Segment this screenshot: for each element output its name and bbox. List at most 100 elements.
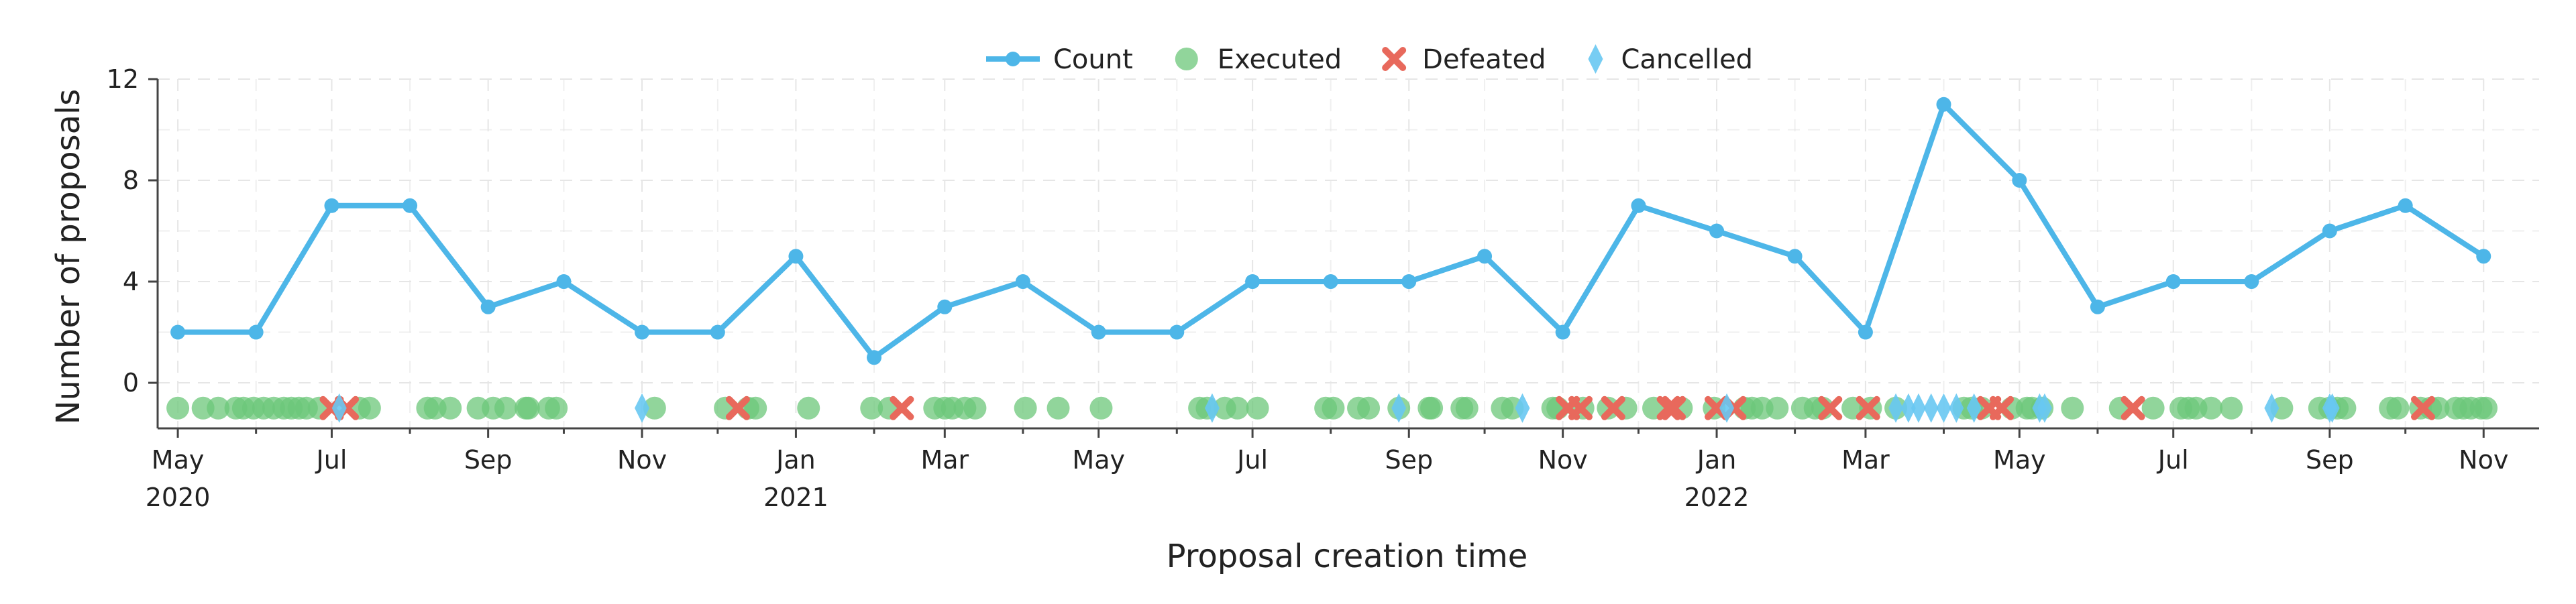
count-point [937,299,953,314]
defeated-marker [1989,396,2014,420]
y-tick-label: 8 [123,166,139,195]
x-tick-label: Jan [1696,445,1737,475]
executed-marker [860,396,883,420]
x-tick-label: Nov [617,445,667,475]
cancelled-marker [2037,393,2052,423]
count-point [1015,274,1030,290]
defeated-marker-stroke [2411,396,2436,420]
defeated-marker [2411,396,2436,420]
cancelled-marker [1391,393,1407,423]
count-point [867,350,882,365]
defeated-marker-stroke [890,396,914,420]
legend-label: Defeated [1422,44,1546,75]
legend-swatch-defeated [1382,47,1407,71]
x-tick-label: Jul [315,445,347,475]
count-point [2165,274,2181,290]
x-tick-label: Jul [2157,445,2189,475]
x-tick-label: May [1072,445,1125,475]
x-tick-label: Nov [1538,445,1588,475]
executed-marker [2200,396,2223,420]
count-point [1323,274,1338,290]
y-tick-label: 12 [107,64,139,94]
executed-marker [517,396,540,420]
executed-marker [2141,396,2165,420]
count-point [1709,223,1725,239]
x-tick-label: Mar [920,445,969,475]
defeated-marker [1662,396,1686,420]
count-point [2398,198,2413,213]
executed-marker [1322,396,1345,420]
executed-marker [2333,396,2357,420]
legend-swatch-executed [1175,48,1198,70]
x-tick-label: Sep [1385,445,1433,475]
count-point [710,324,725,340]
executed-marker [1420,396,1444,420]
cancelled-marker [1923,393,1939,423]
executed-marker [744,396,767,420]
executed-marker [2061,396,2084,420]
count-point [2090,299,2105,314]
executed-marker [963,396,987,420]
legend-label: Count [1053,44,1133,75]
legend: Count Executed Defeated Cancelled [986,44,1753,75]
executed-marker [1226,396,1249,420]
count-point [402,198,418,213]
x-tick-label: Mar [1841,445,1890,475]
executed-marker [643,396,666,420]
legend-label: Cancelled [1621,44,1753,75]
count-point [2322,223,2337,239]
cancelled-marker [2264,393,2279,423]
count-point [480,299,496,314]
defeated-marker [725,396,750,420]
cancelled-marker [1719,393,1735,423]
defeated-marker [1818,396,1843,420]
cancelled-marker [1204,393,1220,423]
count-point [1169,324,1185,340]
executed-marker [1766,396,1789,420]
count-point [1631,198,1646,213]
count-series [170,97,2491,365]
cancelled-marker [635,393,650,423]
defeated-marker-stroke [1656,396,1681,420]
executed-marker [1089,396,1113,420]
executed-marker [2475,396,2498,420]
count-point [1858,324,1873,340]
legend-swatch-cancelled [1588,44,1603,74]
defeated-marker [1601,396,1625,420]
executed-marker [1597,396,1620,420]
count-point [1477,249,1493,264]
executed-marker [2386,396,2410,420]
count-point [170,324,186,340]
executed-marker [797,396,820,420]
count-point [556,274,572,290]
count-point [324,198,339,213]
cancelled-marker [1888,393,1904,423]
defeated-marker-stroke [2121,396,2145,420]
count-point [2476,249,2491,264]
count-point [788,249,804,264]
cancelled-marker [1966,393,1982,423]
defeated-marker-stroke [1601,396,1625,420]
defeated-marker-stroke [1856,396,1880,420]
executed-marker [494,396,517,420]
x-axis-title: Proposal creation time [1167,538,1528,575]
outcome-markers [166,393,2498,423]
executed-marker [1455,396,1479,420]
cancelled-marker [1936,393,1951,423]
count-point [1555,324,1570,340]
count-point [2012,173,2027,188]
defeated-marker [890,396,914,420]
cancelled-marker [331,393,347,423]
count-point [1401,274,1417,290]
executed-marker [439,396,462,420]
x-tick-label: Jul [1236,445,1268,475]
executed-marker [358,396,381,420]
legend-label: Executed [1218,44,1342,75]
cancelled-marker [1911,393,1926,423]
defeated-marker-stroke [1382,47,1407,71]
x-tick-label: May [152,445,205,475]
x-tick-year-label: 2022 [1684,483,1750,512]
cancelled-marker [2324,393,2340,423]
defeated-marker [1656,396,1681,420]
